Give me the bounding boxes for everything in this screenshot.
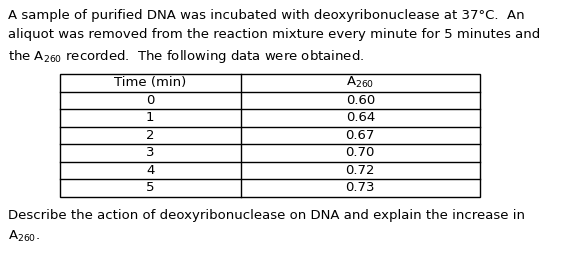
Text: Describe the action of deoxyribonuclease on DNA and explain the increase in: Describe the action of deoxyribonuclease…	[8, 209, 525, 222]
Text: 0.72: 0.72	[346, 164, 375, 177]
Text: 4: 4	[146, 164, 155, 177]
Text: A$_{260}$: A$_{260}$	[346, 75, 374, 90]
Text: Time (min): Time (min)	[114, 76, 186, 89]
Text: 0.60: 0.60	[346, 94, 375, 107]
Text: A sample of purified DNA was incubated with deoxyribonuclease at 37°C.  An: A sample of purified DNA was incubated w…	[8, 9, 525, 22]
Text: 0.67: 0.67	[346, 129, 375, 142]
Text: 0.70: 0.70	[346, 146, 375, 159]
Text: 2: 2	[146, 129, 155, 142]
Text: 0: 0	[146, 94, 155, 107]
Text: 0.64: 0.64	[346, 111, 375, 124]
Text: 5: 5	[146, 181, 155, 194]
Text: A$_{260}$.: A$_{260}$.	[8, 229, 40, 244]
Bar	[60, 74, 480, 196]
Text: 3: 3	[146, 146, 155, 159]
Text: 0.73: 0.73	[346, 181, 375, 194]
Text: 1: 1	[146, 111, 155, 124]
Text: the A$_{260}$ recorded.  The following data were obtained.: the A$_{260}$ recorded. The following da…	[8, 48, 364, 65]
Text: aliquot was removed from the reaction mixture every minute for 5 minutes and: aliquot was removed from the reaction mi…	[8, 29, 540, 42]
